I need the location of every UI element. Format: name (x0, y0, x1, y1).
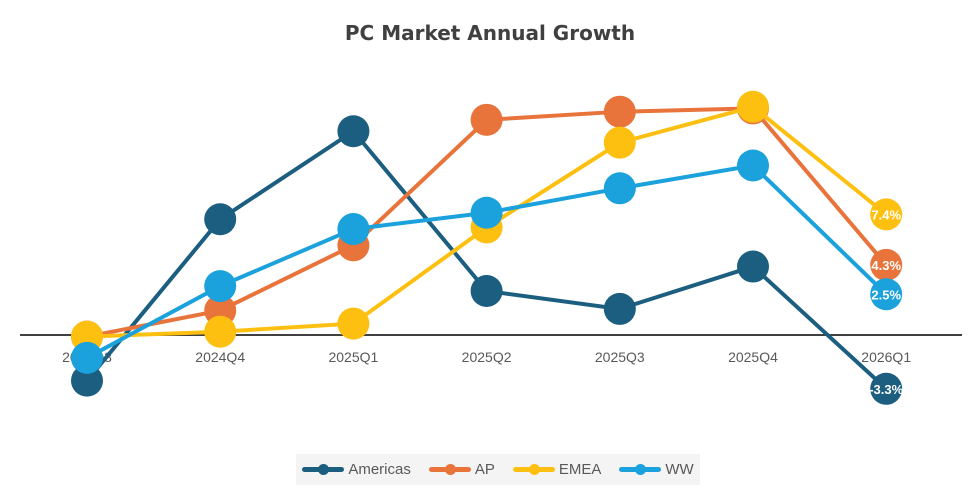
data-point (71, 341, 103, 374)
data-point (71, 364, 103, 397)
legend-marker-icon (619, 464, 662, 475)
data-label: 7.4% (871, 207, 901, 222)
legend-label: WW (665, 461, 694, 478)
data-point (870, 278, 903, 311)
x-tick-label: 2025Q2 (462, 349, 512, 365)
data-point (603, 292, 636, 325)
data-point (337, 115, 370, 148)
legend-item-americas[interactable]: Americas (302, 461, 411, 478)
x-tick-label: 2024Q4 (195, 349, 245, 365)
data-point (603, 172, 636, 205)
legend-item-ap[interactable]: AP (428, 461, 495, 478)
data-point (470, 196, 503, 229)
x-tick-label: 2025Q3 (595, 349, 645, 365)
data-point (204, 270, 237, 303)
data-point (737, 90, 769, 123)
data-point (470, 103, 503, 136)
data-point (737, 250, 769, 283)
chart-title: PC Market Annual Growth (345, 21, 635, 45)
data-point (870, 372, 903, 405)
x-tick-label: 2025Q4 (728, 349, 778, 365)
legend-label: Americas (348, 461, 411, 478)
data-point (204, 203, 237, 236)
data-point (737, 149, 769, 182)
data-point (603, 95, 636, 128)
legend-label: EMEA (558, 461, 602, 478)
data-point (337, 307, 370, 340)
data-point (603, 126, 636, 159)
data-point (204, 315, 237, 348)
x-tick-label: 2025Q1 (328, 349, 378, 365)
legend: Americas AP EMEA WW (296, 454, 700, 485)
data-label: -3.3% (869, 382, 903, 397)
x-tick-label: 2026Q1 (861, 349, 911, 365)
data-label: 2.5% (871, 287, 901, 302)
data-point (470, 274, 503, 307)
data-point (870, 198, 903, 231)
legend-marker-icon (302, 464, 345, 475)
legend-marker-icon (512, 464, 555, 475)
series-americas: -3.3% (71, 115, 904, 405)
series-ww: 2.5% (71, 149, 903, 374)
legend-marker-icon (428, 464, 471, 475)
data-label: 4.3% (871, 258, 901, 273)
legend-item-ww[interactable]: WW (619, 461, 694, 478)
legend-item-emea[interactable]: EMEA (512, 461, 602, 478)
data-point (870, 248, 903, 281)
data-point (337, 213, 370, 246)
legend-label: AP (474, 461, 495, 478)
